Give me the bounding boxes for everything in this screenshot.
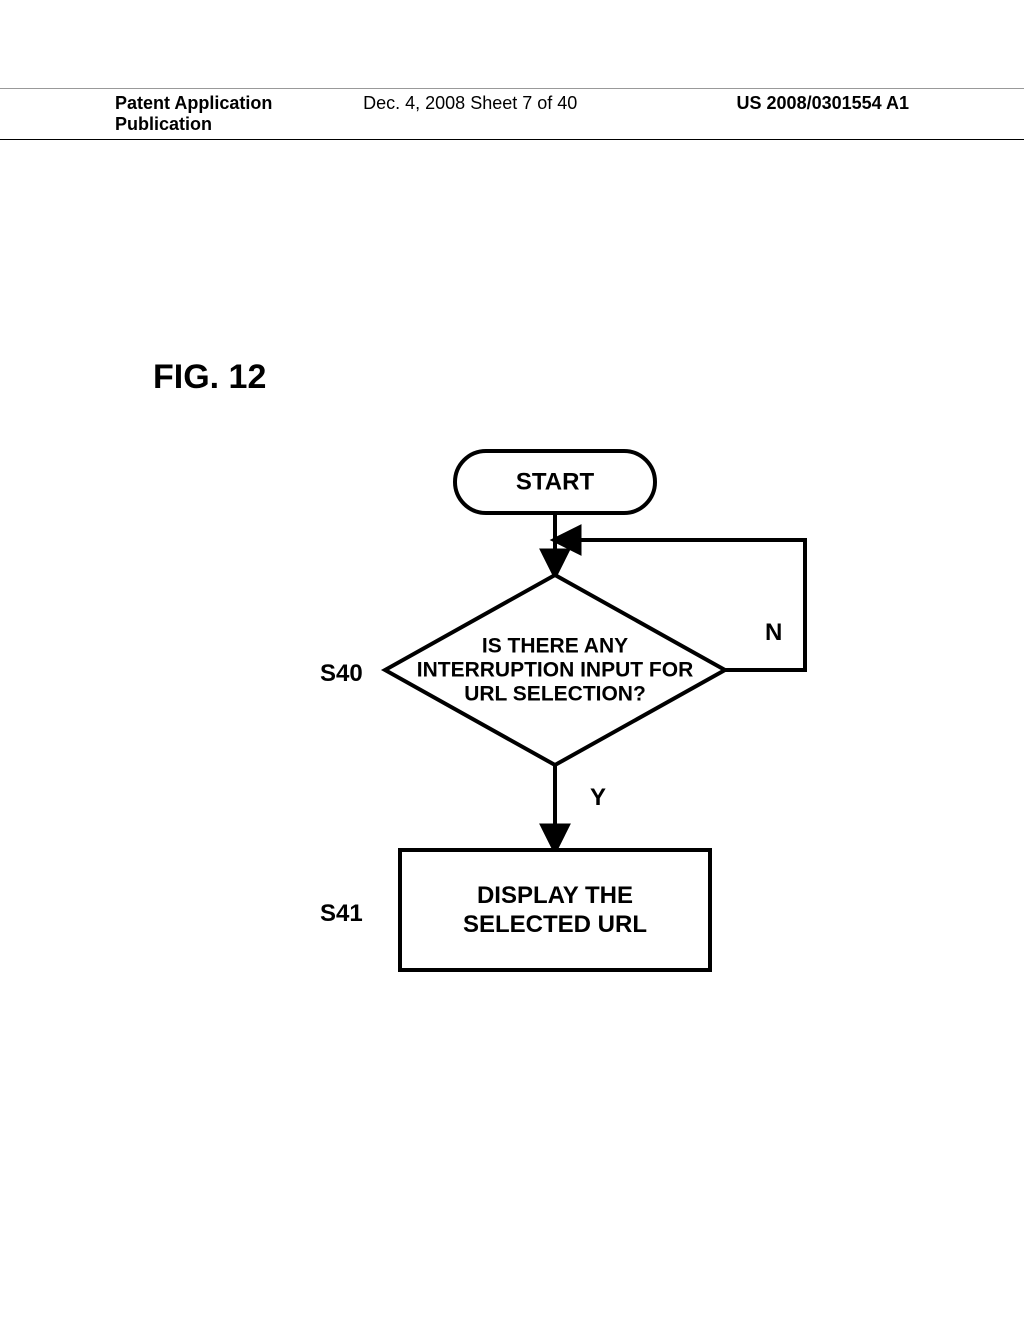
edge-label-2: N [765, 619, 782, 646]
node-label-decision-2: URL SELECTION? [464, 683, 646, 706]
node-label-process-1: SELECTED URL [463, 911, 647, 938]
node-label-decision-1: INTERRUPTION INPUT FOR [417, 659, 694, 682]
flowchart-canvas: START IS THERE ANYINTERRUPTION INPUT FORU… [0, 0, 1024, 1320]
node-label-process-0: DISPLAY THE [477, 882, 633, 909]
edge-label-1: Y [590, 784, 606, 811]
node-label-decision-0: IS THERE ANY [482, 634, 628, 657]
node-label-start: START [516, 469, 595, 496]
